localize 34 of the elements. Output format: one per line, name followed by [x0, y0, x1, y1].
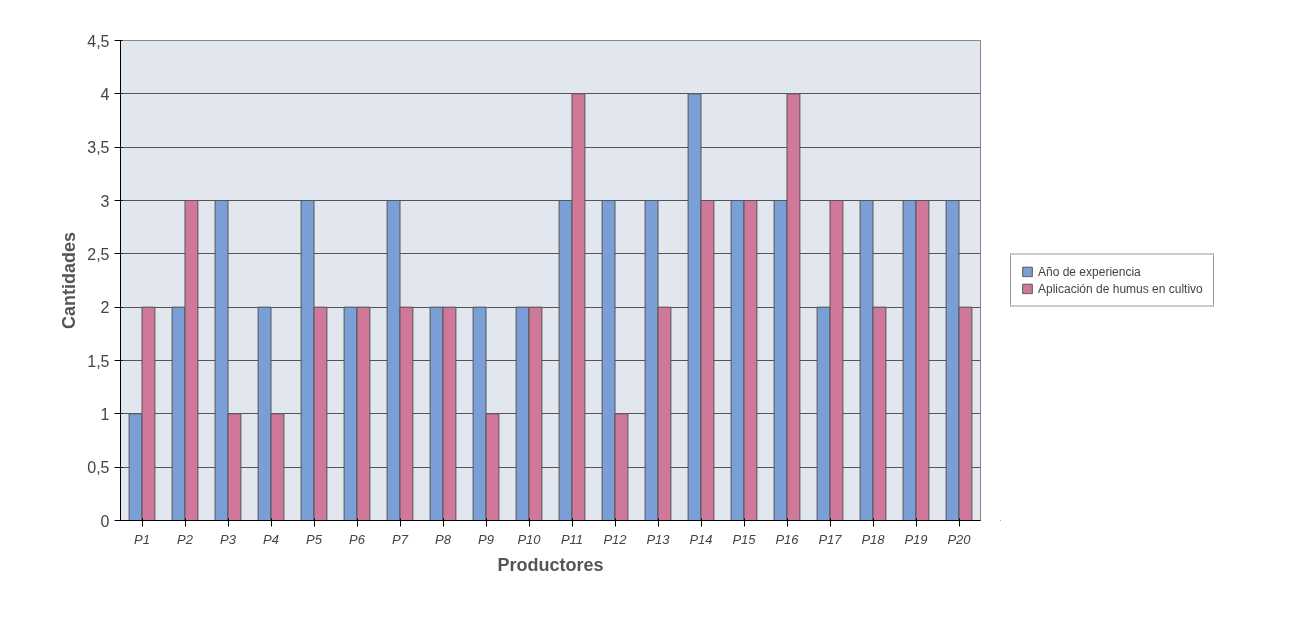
- y-tick-label: 4: [100, 85, 110, 103]
- x-tick-label: P5: [306, 531, 323, 547]
- x-tick-label: P12: [603, 531, 628, 547]
- x-tick-label: P11: [560, 531, 584, 547]
- x-tick-label: P8: [435, 531, 452, 547]
- legend-label: Año de experiencia: [1038, 264, 1141, 279]
- x-tick-label: P19: [904, 531, 928, 547]
- y-tick-label: 4,5: [87, 32, 110, 50]
- x-tick-label: P2: [177, 531, 194, 547]
- x-tick-label: P20: [947, 531, 972, 547]
- x-tick-label: P4: [263, 531, 279, 547]
- x-tick-label: P15: [732, 531, 757, 547]
- x-axis-title: Productores: [497, 554, 604, 575]
- x-tick-label: P17: [818, 531, 843, 547]
- x-tick-label: P7: [392, 531, 409, 547]
- x-tick-label: P18: [861, 531, 886, 547]
- x-tick-label: P13: [646, 531, 671, 547]
- y-tick-label: 3,5: [87, 139, 110, 157]
- y-axis-title: Cantidades: [59, 231, 80, 330]
- x-tick-label: P3: [220, 531, 237, 547]
- x-tick-label: P1: [134, 531, 150, 547]
- y-tick-label: 2,5: [87, 245, 110, 263]
- y-tick-label: 3: [100, 192, 110, 210]
- x-tick-label: P14: [689, 531, 713, 547]
- y-tick-label: 2: [100, 299, 110, 317]
- x-tick-label: P6: [349, 531, 366, 547]
- y-tick-label: 1,5: [87, 352, 110, 370]
- x-tick-label: P16: [775, 531, 800, 547]
- y-tick-label: 1: [100, 405, 110, 423]
- y-tick-label: 0,5: [87, 459, 110, 477]
- legend-label: Aplicación de humus en cultivo: [1038, 281, 1203, 296]
- x-tick-label: P9: [478, 531, 494, 547]
- y-tick-label: 0: [100, 512, 110, 530]
- x-tick-label: P10: [517, 531, 542, 547]
